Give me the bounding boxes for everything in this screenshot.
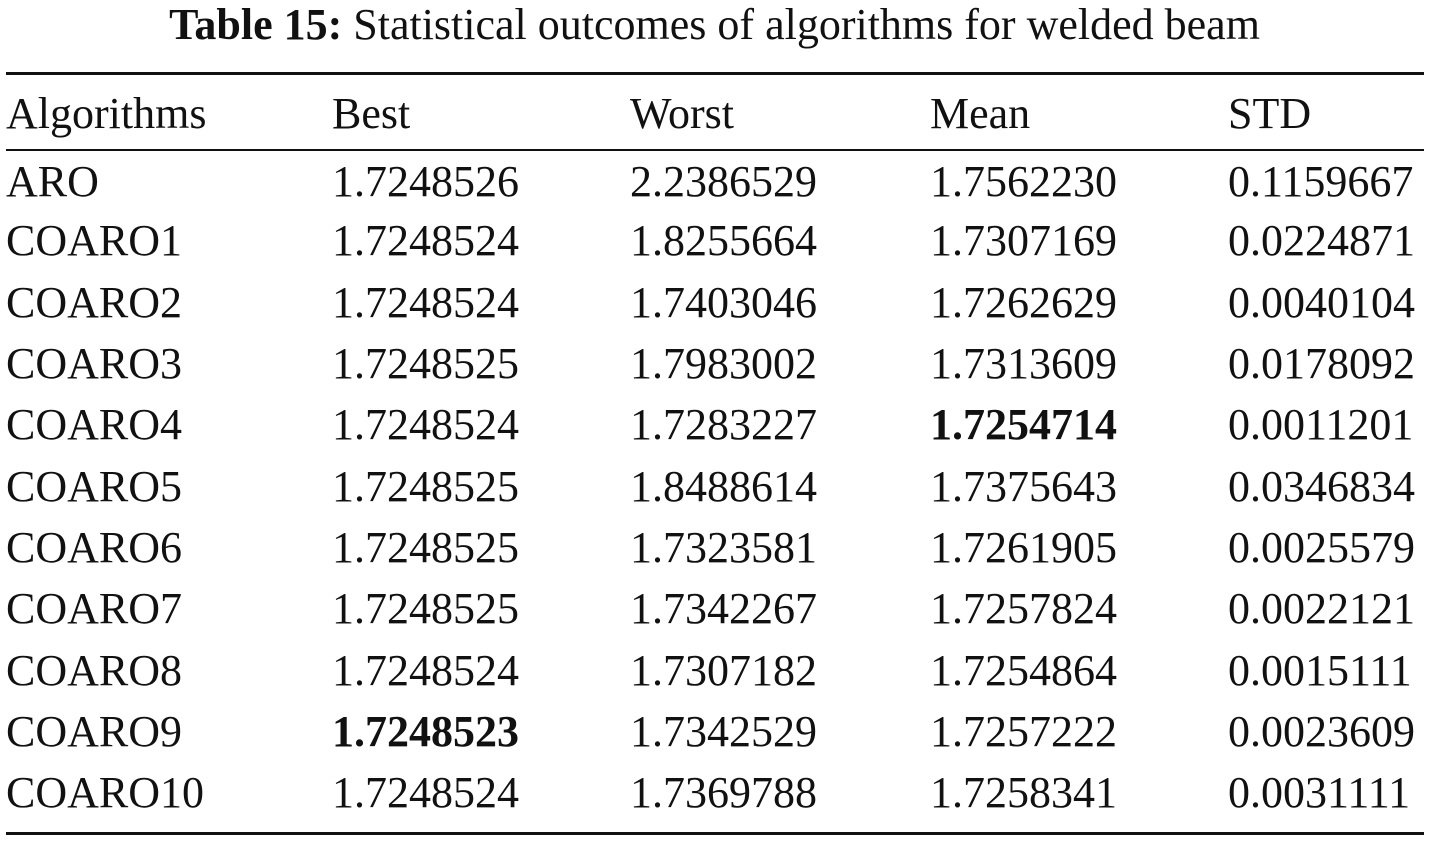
cell-algorithm: COARO7 [6,584,183,634]
header-worst: Worst [630,88,735,138]
cell-algorithm: COARO10 [6,768,205,818]
table-body: ARO 1.7248526 2.2386529 1.7562230 0.1159667 C… [6,149,1424,823]
cell-mean: 1.7262629 [930,277,1117,327]
cell-mean: 1.7375643 [930,461,1117,511]
cell-algorithm: ARO [6,157,99,207]
cell-mean: 1.7313609 [930,339,1117,389]
table-row: COARO4 1.7248524 1.7283227 1.7254714 0.00112… [6,394,1424,455]
table-row: COARO10 1.7248524 1.7369788 1.7258341 0.0031… [6,762,1424,823]
cell-worst: 1.7342529 [630,706,817,756]
table-row: COARO1 1.7248524 1.8255664 1.7307169 0.02248… [6,210,1424,271]
cell-std: 0.0011201 [1228,400,1414,450]
table-caption: Table 15: Statistical outcomes of algori… [0,0,1429,52]
cell-worst: 1.7403046 [630,277,817,327]
cell-worst: 2.2386529 [630,157,817,207]
cell-std: 0.0025579 [1228,522,1415,572]
cell-std: 0.0015111 [1228,645,1412,695]
cell-best: 1.7248525 [332,461,519,511]
caption-text: Statistical outcomes of algorithms for w… [353,0,1260,49]
cell-best: 1.7248523 [332,706,519,756]
cell-worst: 1.7369788 [630,768,817,818]
table-bottom-rule [6,832,1424,835]
cell-best: 1.7248524 [332,645,519,695]
cell-worst: 1.8488614 [630,461,817,511]
table-row: COARO5 1.7248525 1.8488614 1.7375643 0.03468… [6,455,1424,516]
cell-std: 0.1159667 [1228,157,1414,207]
cell-best: 1.7248525 [332,522,519,572]
header-best: Best [332,88,411,138]
cell-best: 1.7248524 [332,768,519,818]
table-row: COARO6 1.7248525 1.7323581 1.7261905 0.00255… [6,517,1424,578]
cell-std: 0.0031111 [1228,768,1411,818]
table-row: COARO8 1.7248524 1.7307182 1.7254864 0.00151… [6,639,1424,700]
cell-worst: 1.7283227 [630,400,817,450]
cell-std: 0.0224871 [1228,216,1415,266]
cell-mean: 1.7257222 [930,706,1117,756]
header-mean: Mean [930,88,1031,138]
cell-worst: 1.8255664 [630,216,817,266]
cell-best: 1.7248526 [332,157,519,207]
cell-mean: 1.7257824 [930,584,1117,634]
cell-std: 0.0346834 [1228,461,1415,511]
cell-algorithm: COARO2 [6,277,183,327]
table-top-rule [6,72,1424,75]
cell-best: 1.7248525 [332,584,519,634]
cell-mean: 1.7307169 [930,216,1117,266]
header-algorithms: Algorithms [6,88,207,138]
cell-std: 0.0040104 [1228,277,1415,327]
cell-best: 1.7248524 [332,400,519,450]
cell-algorithm: COARO8 [6,645,183,695]
results-table: Algorithms Best Worst Mean STD ARO 1.7248… [6,75,1424,823]
cell-best: 1.7248524 [332,277,519,327]
cell-worst: 1.7342267 [630,584,817,634]
table-row: COARO7 1.7248525 1.7342267 1.7257824 0.00221… [6,578,1424,639]
cell-algorithm: COARO6 [6,522,183,572]
caption-label: Table 15: [169,0,343,49]
table-header-rule [6,149,1424,151]
cell-mean: 1.7258341 [930,768,1117,818]
cell-mean: 1.7562230 [930,157,1117,207]
cell-algorithm: COARO4 [6,400,183,450]
cell-mean: 1.7261905 [930,522,1117,572]
cell-worst: 1.7307182 [630,645,817,695]
cell-algorithm: COARO3 [6,339,183,389]
header-std: STD [1228,88,1312,138]
cell-worst: 1.7323581 [630,522,817,572]
cell-best: 1.7248524 [332,216,519,266]
cell-algorithm: COARO1 [6,216,183,266]
cell-mean: 1.7254864 [930,645,1117,695]
cell-std: 0.0022121 [1228,584,1415,634]
table-row: COARO3 1.7248525 1.7983002 1.7313609 0.01780… [6,333,1424,394]
cell-algorithm: COARO9 [6,706,183,756]
cell-std: 0.0023609 [1228,706,1415,756]
table-row: ARO 1.7248526 2.2386529 1.7562230 0.1159667 [6,149,1424,210]
cell-worst: 1.7983002 [630,339,817,389]
cell-mean: 1.7254714 [930,400,1117,450]
cell-algorithm: COARO5 [6,461,183,511]
table-header-row: Algorithms Best Worst Mean STD [6,75,1424,149]
table-row: COARO9 1.7248523 1.7342529 1.7257222 0.00236… [6,701,1424,762]
cell-std: 0.0178092 [1228,339,1415,389]
table-row: COARO2 1.7248524 1.7403046 1.7262629 0.00401… [6,272,1424,333]
cell-best: 1.7248525 [332,339,519,389]
